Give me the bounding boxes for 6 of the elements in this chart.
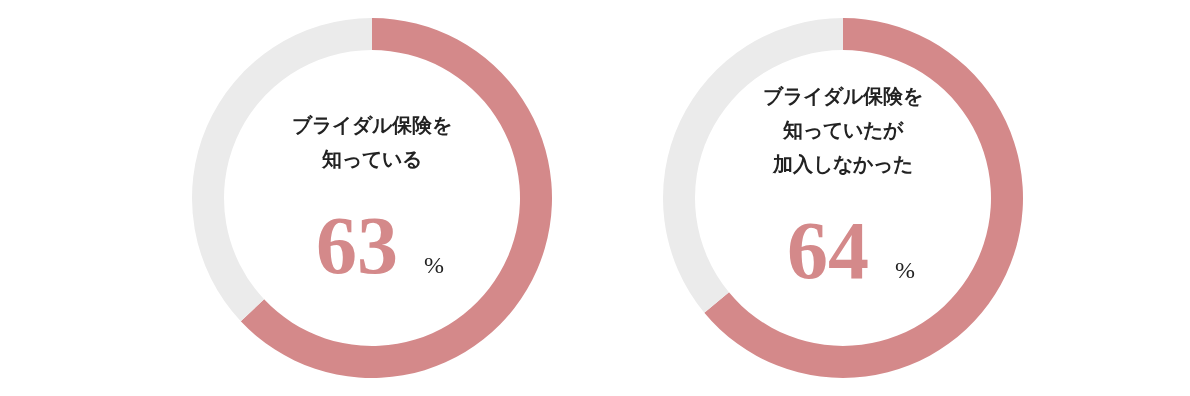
text: ブライダル保険を知っていたが加入しなかった bbox=[762, 83, 924, 178]
text: % bbox=[895, 257, 915, 283]
text: % bbox=[424, 252, 444, 278]
text: ブライダル保険を知っている bbox=[291, 112, 453, 173]
data-label: 64 bbox=[787, 205, 869, 296]
data-label: 63 bbox=[316, 200, 398, 291]
